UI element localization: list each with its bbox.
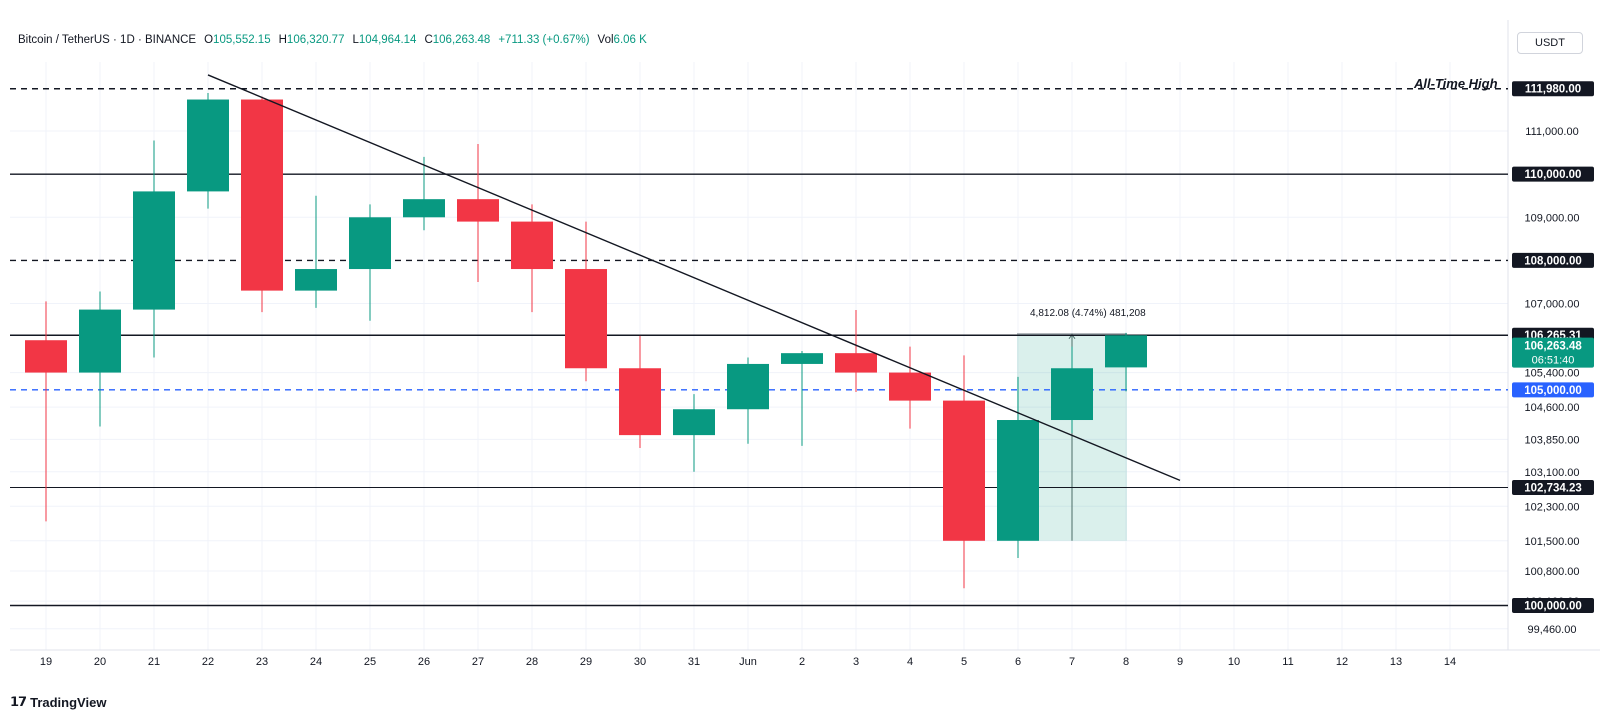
level-price-tag [1512,166,1594,182]
x-tick-label: 20 [94,656,106,668]
x-tick-label: 19 [40,656,52,668]
low-label: L [352,34,359,46]
x-tick-label: 29 [580,656,592,668]
x-tick-label: 12 [1336,656,1348,668]
candle-body [511,221,553,270]
level-price-tag [1512,597,1594,613]
y-tick-label: 102,300.00 [1524,501,1579,513]
candle-body [187,99,229,192]
tradingview-logo[interactable]: 𝟭𝟳 TradingView [10,694,106,710]
current-price-tag [1512,337,1594,368]
open-value: 105,552.15 [213,34,271,46]
volume-value: 6.06 K [613,34,647,46]
x-tick-label: 7 [1069,656,1075,668]
y-tick-label: 99,460.00 [1528,624,1577,636]
x-tick-label: 6 [1015,656,1021,668]
x-tick-label: 4 [907,656,913,668]
level-price-tag-label: 100,000.00 [1524,600,1582,612]
x-tick-label: 30 [634,656,646,668]
volume-label: Vol [597,34,614,46]
x-tick-label: 31 [688,656,700,668]
y-tick-label: 107,000.00 [1524,299,1579,311]
y-tick-label: 101,500.00 [1524,536,1579,548]
close-value: 106,263.48 [432,34,491,46]
measure-label: 4,812.08 (4.74%) 481,208 [1030,308,1146,319]
candle-body [781,353,823,364]
x-tick-label: 8 [1123,656,1129,668]
level-price-tag [1512,81,1594,97]
candle-body [1051,368,1093,421]
level-price-tag-label: 105,000.00 [1524,385,1582,397]
y-tick-label: 104,600.00 [1524,402,1579,414]
level-price-tag-label: 108,000.00 [1524,255,1582,267]
x-tick-label: Jun [739,656,757,668]
candle-body [403,199,445,218]
y-tick-label: 105,400.00 [1524,368,1579,380]
x-tick-label: 25 [364,656,376,668]
level-price-tag-label: 110,000.00 [1525,169,1582,181]
level-price-tag [1512,252,1594,268]
candle-body [943,400,985,541]
ohlc-header: Bitcoin / TetherUS · 1D · BINANCE O 105,… [18,34,655,46]
close-label: C [424,34,433,46]
x-tick-label: 22 [202,656,214,668]
level-price-tag-label: 111,980.00 [1525,84,1581,96]
y-tick-label: 109,000.00 [1524,212,1579,224]
level-price-tag-label: 102,734.23 [1524,483,1582,495]
candle-body [727,363,769,410]
x-tick-label: 23 [256,656,268,668]
candle-body [619,368,661,436]
change-value: +711.33 (+0.67%) [498,34,590,46]
low-value: 104,964.14 [358,34,417,46]
candle-body [349,217,391,270]
x-tick-label: 14 [1444,656,1456,668]
level-price-tag [1512,382,1594,398]
candle-body [1105,335,1147,368]
x-tick-label: 10 [1228,656,1240,668]
open-label: O [204,34,214,46]
x-tick-label: 28 [526,656,538,668]
candle-body [241,99,283,291]
symbol-title[interactable]: Bitcoin / TetherUS · 1D · BINANCE [18,34,197,46]
candle-body [133,191,175,310]
trendline [207,74,1181,482]
x-tick-label: 2 [799,656,805,668]
x-tick-label: 21 [148,656,160,668]
all-time-high-label: All-Time High [1414,76,1498,91]
candle-body [565,269,607,369]
high-label: H [278,34,287,46]
x-tick-label: 24 [310,656,322,668]
tradingview-brand-text: TradingView [30,694,107,710]
candle-body [457,199,499,222]
currency-button[interactable]: USDT [1517,32,1583,54]
level-price-tag [1512,480,1594,496]
y-tick-label: 103,850.00 [1524,434,1579,446]
candle-body [997,420,1039,541]
current-price-label: 106,263.48 [1524,341,1582,353]
x-tick-label: 5 [961,656,967,668]
x-tick-label: 27 [472,656,484,668]
candle-body [889,372,931,401]
candle-body [25,340,67,373]
y-tick-label: 103,100.00 [1524,467,1579,479]
x-tick-label: 9 [1177,656,1183,668]
y-tick-label: 111,000.00 [1525,126,1578,138]
y-tick-label: 100,800.00 [1524,566,1579,578]
candle-body [835,353,877,373]
x-tick-label: 3 [853,656,859,668]
candle-body [295,269,337,291]
x-tick-label: 11 [1282,656,1293,668]
high-value: 106,320.77 [286,34,345,46]
tradingview-logo-icon: 𝟭𝟳 [10,694,27,709]
x-tick-label: 26 [418,656,430,668]
candle-body [673,409,715,436]
candle-body [79,309,121,373]
x-tick-label: 13 [1390,656,1402,668]
countdown-label: 06:51:40 [1532,355,1575,367]
